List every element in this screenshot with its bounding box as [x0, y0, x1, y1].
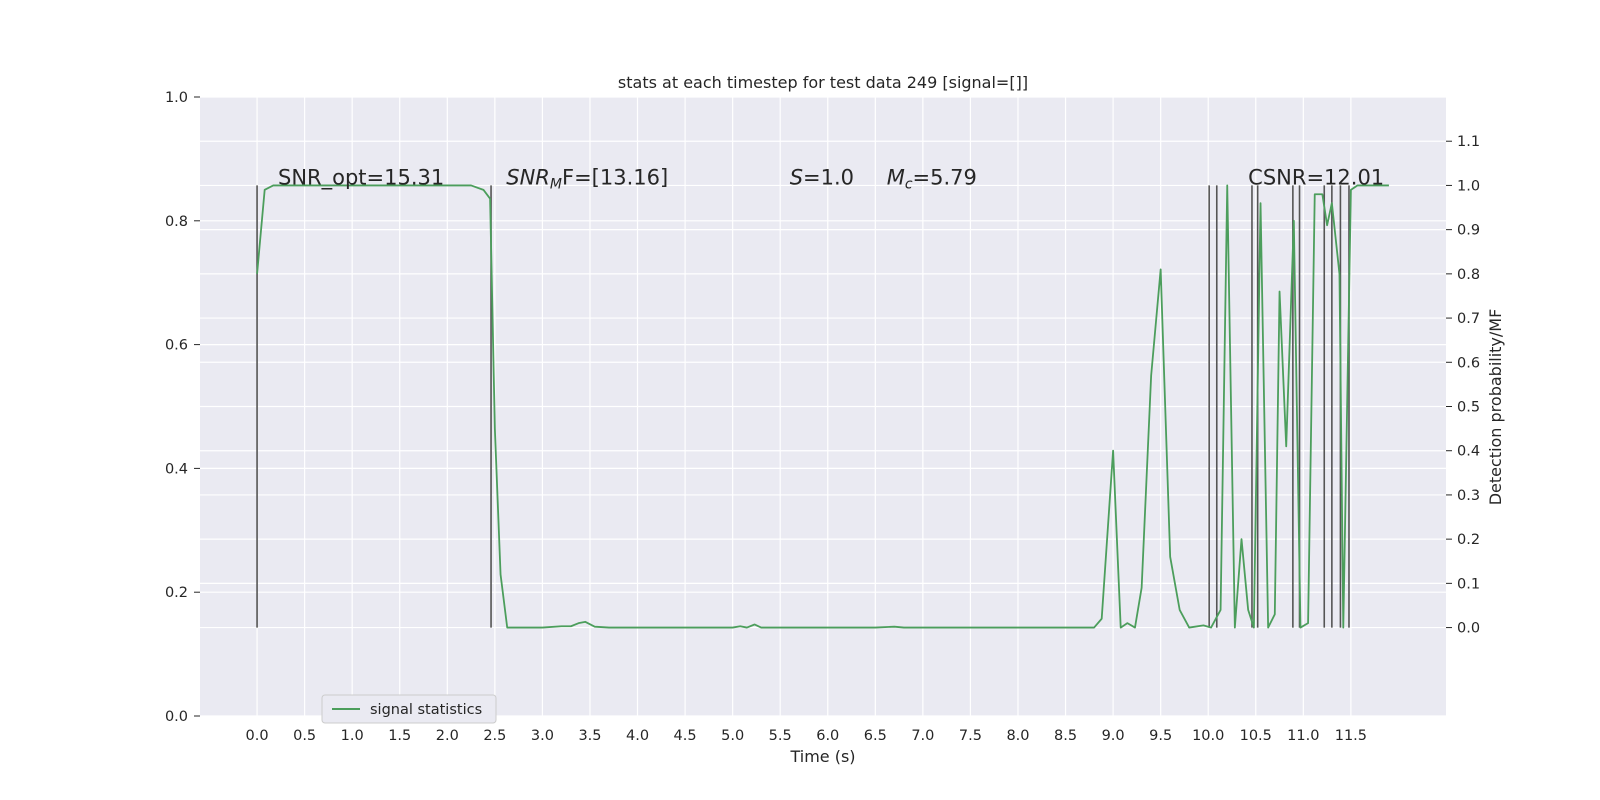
- annotation-text: SNRMF=[13.16]: [506, 165, 668, 192]
- x-tick-label: 8.0: [1006, 728, 1029, 744]
- x-tick-label: 1.5: [388, 728, 411, 744]
- x-tick-label: 8.5: [1054, 728, 1077, 744]
- x-tick-label: 2.5: [483, 728, 506, 744]
- x-tick-label: 4.5: [674, 728, 697, 744]
- right-tick-label: 0.3: [1457, 488, 1480, 504]
- series-group: [256, 184, 1389, 629]
- right-tick-label: 1.1: [1457, 134, 1480, 150]
- left-tick-label: 0.2: [165, 585, 188, 601]
- x-tick-label: 5.5: [769, 728, 792, 744]
- x-tick-label: 2.0: [436, 728, 459, 744]
- right-tick-label: 0.6: [1457, 355, 1480, 371]
- chart-title: stats at each timestep for test data 249…: [618, 73, 1028, 92]
- right-tick-label: 0.1: [1457, 576, 1480, 592]
- annotation-text: Mc=5.79: [887, 165, 977, 192]
- series-line: [256, 184, 1389, 629]
- x-tick-label: 10.5: [1240, 728, 1272, 744]
- legend: signal statistics: [321, 694, 497, 724]
- left-tick-label: 0.6: [165, 338, 188, 354]
- left-tick-label: 0.8: [165, 214, 188, 230]
- right-tick-label: 0.9: [1457, 223, 1480, 239]
- x-tick-label: 3.0: [531, 728, 554, 744]
- x-tick-label: 5.0: [721, 728, 744, 744]
- x-axis-label: Time (s): [789, 747, 855, 766]
- x-tick-label: 1.0: [341, 728, 364, 744]
- x-tick-label: 6.0: [816, 728, 839, 744]
- legend-box: [321, 694, 497, 724]
- x-tick-label: 9.0: [1102, 728, 1125, 744]
- x-tick-label: 9.5: [1149, 728, 1172, 744]
- right-tick-label: 0.7: [1457, 311, 1480, 327]
- x-tick-label: 0.5: [293, 728, 316, 744]
- right-tick-label: 0.4: [1457, 444, 1480, 460]
- x-tick-label: 0.0: [246, 728, 269, 744]
- x-tick-label: 11.0: [1287, 728, 1319, 744]
- left-tick-label: 0.0: [165, 709, 188, 725]
- left-y-tick-labels: 0.0 0.2 0.4 0.6 0.8 1.0: [165, 90, 200, 725]
- right-tick-label: 0.0: [1457, 621, 1480, 637]
- annotations: SNR_opt=15.31 SNRMF=[13.16] S=1.0 Mc=5.79 CS…: [278, 165, 1384, 192]
- annotation-text: SNR_opt=15.31: [278, 165, 444, 190]
- x-tick-label: 6.5: [864, 728, 887, 744]
- x-tick-labels: 0.0 0.5 1.0 1.5 2.0 2.5 3.0 3.5 4.0 4.5 5.0 5.5 6.0 6…: [246, 728, 1367, 744]
- x-tick-label: 3.5: [578, 728, 601, 744]
- right-tick-label: 1.0: [1457, 178, 1480, 194]
- x-tick-label: 10.0: [1192, 728, 1224, 744]
- right-tick-label: 0.2: [1457, 532, 1480, 548]
- annotation-text: S=1.0: [790, 165, 854, 189]
- x-tick-label: 7.0: [911, 728, 934, 744]
- annotation-text: CSNR=12.01: [1248, 165, 1384, 189]
- legend-label: signal statistics: [370, 702, 482, 718]
- right-y-axis-label: Detection probability/MF: [1486, 309, 1505, 506]
- x-tick-label: 7.5: [959, 728, 982, 744]
- left-tick-label: 1.0: [165, 90, 188, 106]
- right-tick-label: 0.5: [1457, 400, 1480, 416]
- x-tick-label: 11.5: [1335, 728, 1367, 744]
- x-tick-label: 4.0: [626, 728, 649, 744]
- left-tick-label: 0.4: [165, 461, 188, 477]
- right-tick-label: 0.8: [1457, 267, 1480, 283]
- right-y-tick-labels: 0.0 0.1 0.2 0.3 0.4 0.5 0.6 0.7 0.8 0.9 1.0 1.1: [1446, 134, 1480, 637]
